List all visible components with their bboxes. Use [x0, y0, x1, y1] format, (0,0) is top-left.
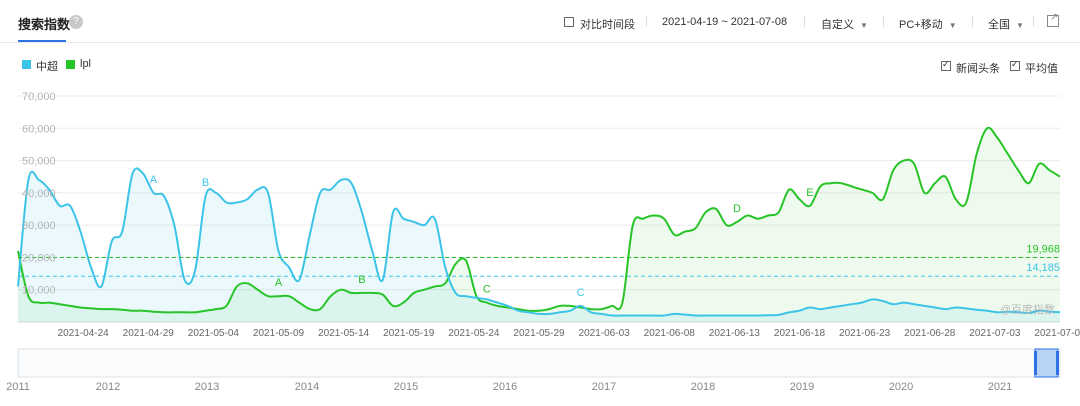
- watermark: @百度指数: [1000, 302, 1055, 316]
- y-tick-label: 40,000: [22, 188, 56, 200]
- y-tick-label: 30,000: [22, 220, 56, 232]
- annotation-B: B: [358, 274, 365, 286]
- region-label: 全国: [988, 19, 1010, 31]
- x-tick-label: 2021-06-08: [644, 328, 696, 339]
- navigator-handle-left: [1034, 351, 1037, 375]
- series-lpl-line: [17, 126, 1061, 314]
- x-tick-label: 2021-06-13: [709, 328, 761, 339]
- legend-swatch-lpl: [66, 60, 75, 69]
- navigator-track: [17, 348, 1061, 378]
- x-tick-label: 2021-05-19: [383, 328, 435, 339]
- navigator-year-label: 2019: [790, 381, 814, 393]
- caret-down-icon: ▼: [948, 21, 957, 30]
- x-tick-label: 2021-05-24: [448, 328, 500, 339]
- navigator-year-label: 2012: [96, 381, 120, 393]
- tab-underline: [18, 40, 66, 42]
- annotation-A: A: [150, 174, 158, 186]
- annotation-A: A: [275, 277, 283, 289]
- annotation-C: C: [483, 284, 491, 296]
- x-tick-label: 2021-04-29: [123, 328, 175, 339]
- series-lpl-avg-label: 19,968: [1026, 244, 1060, 256]
- custom-dropdown[interactable]: 自定义 ▼: [821, 16, 868, 32]
- caret-down-icon: ▼: [860, 21, 868, 30]
- annotation-E: E: [806, 187, 813, 199]
- legend-lpl[interactable]: lpl: [80, 58, 92, 70]
- y-tick-label: 50,000: [22, 156, 56, 168]
- navigator-year-label: 2017: [592, 381, 616, 393]
- navigator-year-label: 2015: [394, 381, 418, 393]
- tab-search-index[interactable]: 搜索指数: [18, 17, 71, 32]
- x-tick-label: 2021-05-29: [513, 328, 565, 339]
- divider: [972, 16, 973, 27]
- navigator-year-label: 2014: [295, 381, 319, 393]
- annotation-D: D: [733, 203, 741, 215]
- x-tick-label: 2021-07-03: [969, 328, 1021, 339]
- divider: [646, 16, 647, 27]
- series-zhongchao-area: [18, 168, 1060, 322]
- help-icon[interactable]: ?: [69, 15, 83, 29]
- x-tick-label: 2021-07-08: [1034, 328, 1080, 339]
- caret-down-icon: ▼: [1016, 21, 1024, 30]
- x-tick-label: 2021-05-09: [253, 328, 305, 339]
- annotation-B: B: [202, 177, 209, 189]
- news-checkbox[interactable]: [941, 59, 951, 71]
- series-lpl-area: [18, 127, 1060, 322]
- y-tick-label: 60,000: [22, 123, 56, 135]
- series-zhongchao-line: [17, 167, 1061, 317]
- x-tick-label: 2021-06-28: [904, 328, 956, 339]
- device-label: PC+移动: [899, 19, 943, 31]
- divider: [883, 16, 884, 27]
- x-tick-label: 2021-06-23: [839, 328, 891, 339]
- legend-zhongchao[interactable]: 中超: [36, 61, 58, 73]
- device-dropdown[interactable]: PC+移动 ▼: [899, 16, 957, 32]
- avg-checkbox[interactable]: [1010, 59, 1020, 71]
- header-divider: [0, 42, 1080, 43]
- annotation-C: C: [577, 287, 585, 299]
- avg-label[interactable]: 平均值: [1025, 63, 1058, 75]
- navigator-year-label: 2011: [6, 381, 30, 393]
- x-tick-label: 2021-05-14: [318, 328, 370, 339]
- navigator-year-label: 2016: [493, 381, 517, 393]
- navigator-year-label: 2021: [988, 381, 1012, 393]
- navigator-handle-right: [1056, 351, 1059, 375]
- y-tick-label: 20,000: [22, 252, 56, 264]
- compare-label[interactable]: 对比时间段: [580, 19, 635, 31]
- series-zhongchao-avg-label: 14,185: [1026, 262, 1060, 274]
- navigator-year-label: 2013: [195, 381, 219, 393]
- date-range[interactable]: 2021-04-19 ~ 2021-07-08: [662, 16, 788, 28]
- x-tick-label: 2021-06-03: [579, 328, 631, 339]
- navigator-year-label: 2018: [691, 381, 715, 393]
- divider: [804, 16, 805, 27]
- x-tick-label: 2021-06-18: [774, 328, 826, 339]
- x-tick-label: 2021-05-04: [188, 328, 240, 339]
- region-dropdown[interactable]: 全国 ▼: [988, 16, 1024, 32]
- x-tick-label: 2021-04-24: [58, 328, 110, 339]
- navigator-year-label: 2020: [889, 381, 913, 393]
- top-bar: 搜索指数 ? 对比时间段 2021-04-19 ~ 2021-07-08 自定义…: [0, 0, 1080, 44]
- custom-label: 自定义: [821, 19, 854, 31]
- compare-checkbox[interactable]: [564, 17, 574, 27]
- navigator-selection: [1034, 348, 1059, 378]
- export-icon[interactable]: [1047, 12, 1059, 27]
- legend-swatch-zhongchao: [22, 60, 31, 69]
- y-tick-label: 70,000: [22, 91, 56, 103]
- y-tick-label: 10,000: [22, 285, 56, 297]
- divider: [1033, 16, 1034, 27]
- news-label[interactable]: 新闻头条: [956, 63, 1000, 75]
